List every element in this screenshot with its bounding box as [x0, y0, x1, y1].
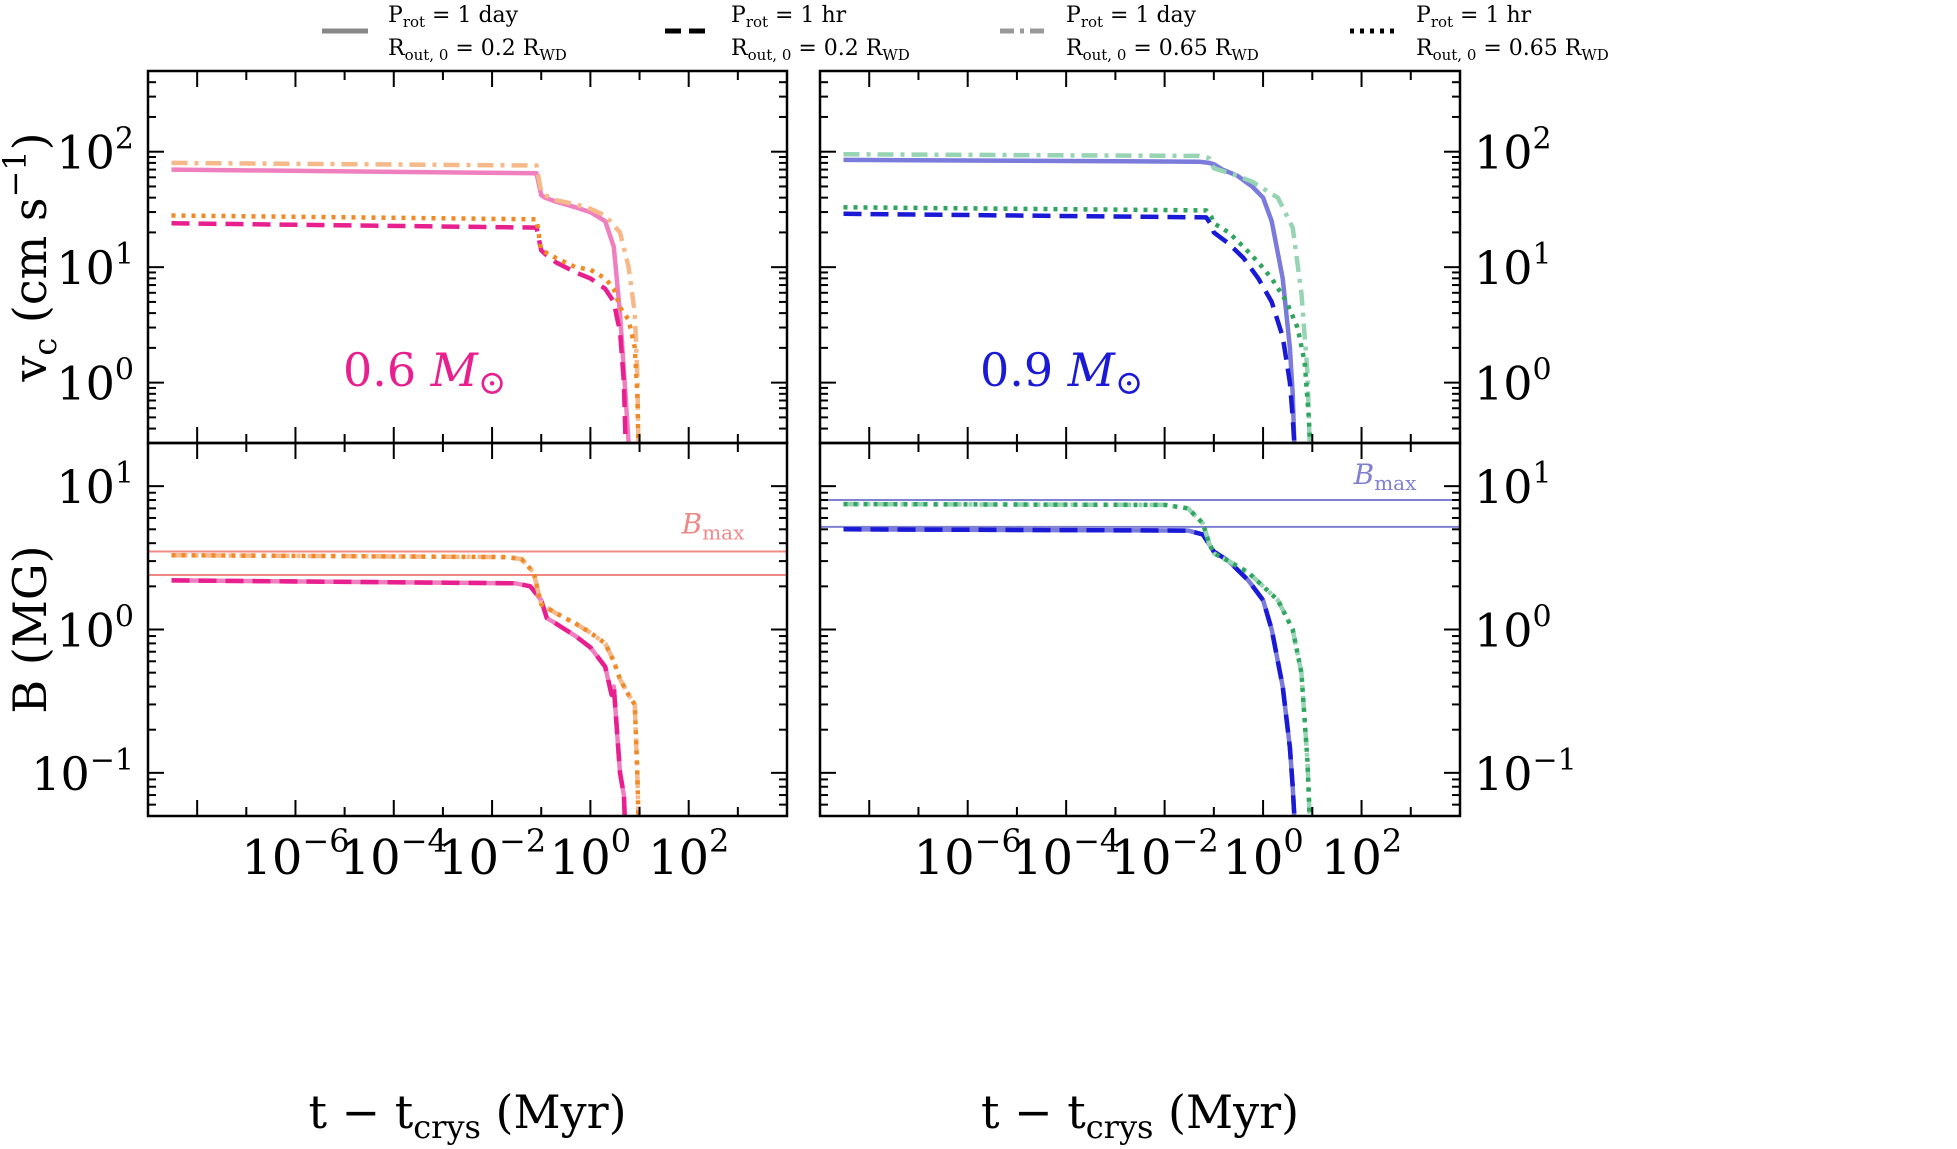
- y-ticks: [820, 442, 1460, 817]
- x-ticks: [147, 71, 788, 443]
- mass-annotation: 0.9 M⊙: [980, 343, 1143, 403]
- series-line-solid: [843, 157, 1297, 443]
- x-tick-label: 10−4: [1012, 822, 1120, 886]
- series-line-dotted: [843, 501, 1312, 816]
- x-tick-label: 100: [1222, 822, 1303, 886]
- x-tick-label: 10−2: [438, 822, 546, 886]
- panel-top-right: 100 101 102 0.9 M⊙: [818, 69, 1552, 445]
- series-line-dotted: [171, 552, 641, 816]
- x-tick-label: 10−2: [1110, 822, 1218, 886]
- series-line-dashed: [171, 221, 628, 443]
- x-axis-label: t − tcrys (Myr): [308, 1085, 626, 1146]
- series-line-solid: [843, 527, 1297, 816]
- plot-area: [820, 499, 1460, 816]
- x-tick-label: 100: [550, 822, 631, 886]
- plot-area: [171, 160, 641, 443]
- legend-item-dashdot: Prot = 1 day Rout, 0 = 0.65 RWD: [1000, 3, 1259, 64]
- panel-top-left: 100 101 102 0.6 M⊙ vc (cm s−1): [0, 69, 789, 445]
- y-axis-label: B (MG): [3, 545, 57, 713]
- legend-label-line1: Prot = 1 hr: [731, 3, 847, 31]
- plot-area: [843, 152, 1313, 443]
- x-tick-label: 102: [1321, 822, 1402, 886]
- bmax-label: Bmax: [681, 508, 745, 545]
- series-line-dashed: [843, 211, 1297, 443]
- y-tick-label: 10−1: [31, 743, 134, 801]
- y-tick-label: 101: [1474, 456, 1552, 514]
- x-tick-label: 10−6: [914, 822, 1022, 886]
- legend-item-solid: Prot = 1 day Rout, 0 = 0.2 RWD: [322, 3, 567, 64]
- x-ticks: [147, 443, 788, 816]
- y-ticks: [148, 442, 787, 817]
- y-tick-label: 100: [56, 600, 134, 658]
- y-tick-label: 102: [56, 122, 134, 180]
- x-tick-label: 10−6: [241, 822, 349, 886]
- panel-frame: [146, 441, 789, 818]
- x-ticks: [819, 71, 1461, 443]
- y-tick-label: 101: [1474, 237, 1552, 295]
- legend-label-line2: Rout, 0 = 0.65 RWD: [1066, 36, 1259, 64]
- series-line-dotted: [843, 205, 1313, 443]
- series-line-dashdot: [843, 501, 1312, 816]
- series-line-dashed: [843, 527, 1297, 816]
- series-line-dashdot: [843, 152, 1312, 443]
- series-line-solid: [171, 167, 631, 443]
- bmax-label: Bmax: [1353, 458, 1417, 495]
- legend-item-dotted: Prot = 1 hr Rout, 0 = 0.65 RWD: [1350, 3, 1609, 64]
- x-tick-label: 10−4: [340, 822, 448, 886]
- y-tick-label: 101: [56, 456, 134, 514]
- y-tick-label: 101: [56, 237, 134, 295]
- x-axis-label: t − tcrys (Myr): [981, 1085, 1299, 1146]
- legend-label-line2: Rout, 0 = 0.65 RWD: [1416, 36, 1609, 64]
- x-tick-label: 102: [648, 822, 729, 886]
- y-ticks: [148, 70, 787, 444]
- legend-label-line2: Rout, 0 = 0.2 RWD: [731, 36, 910, 64]
- y-tick-label: 10−1: [1474, 743, 1577, 801]
- legend-label-line2: Rout, 0 = 0.2 RWD: [388, 36, 567, 64]
- y-tick-label: 100: [1474, 353, 1552, 411]
- legend-label-line1: Prot = 1 day: [388, 3, 519, 31]
- legend-label-line1: Prot = 1 hr: [1416, 3, 1532, 31]
- y-tick-label: 102: [1474, 122, 1552, 180]
- series-line-dashdot: [171, 552, 641, 816]
- legend-label-line1: Prot = 1 day: [1066, 3, 1197, 31]
- y-tick-label: 100: [1474, 600, 1552, 658]
- plot-area: [148, 550, 787, 816]
- legend-item-dashed: Prot = 1 hr Rout, 0 = 0.2 RWD: [665, 3, 910, 64]
- y-axis-label: vc (cm s−1): [0, 132, 64, 382]
- y-tick-label: 100: [56, 353, 134, 411]
- series-line-dashed: [171, 578, 627, 816]
- series-line-dashdot: [171, 160, 641, 443]
- mass-annotation: 0.6 M⊙: [343, 343, 506, 403]
- panel-frame: [818, 441, 1462, 818]
- series-line-dotted: [171, 213, 641, 443]
- x-ticks: [819, 443, 1461, 816]
